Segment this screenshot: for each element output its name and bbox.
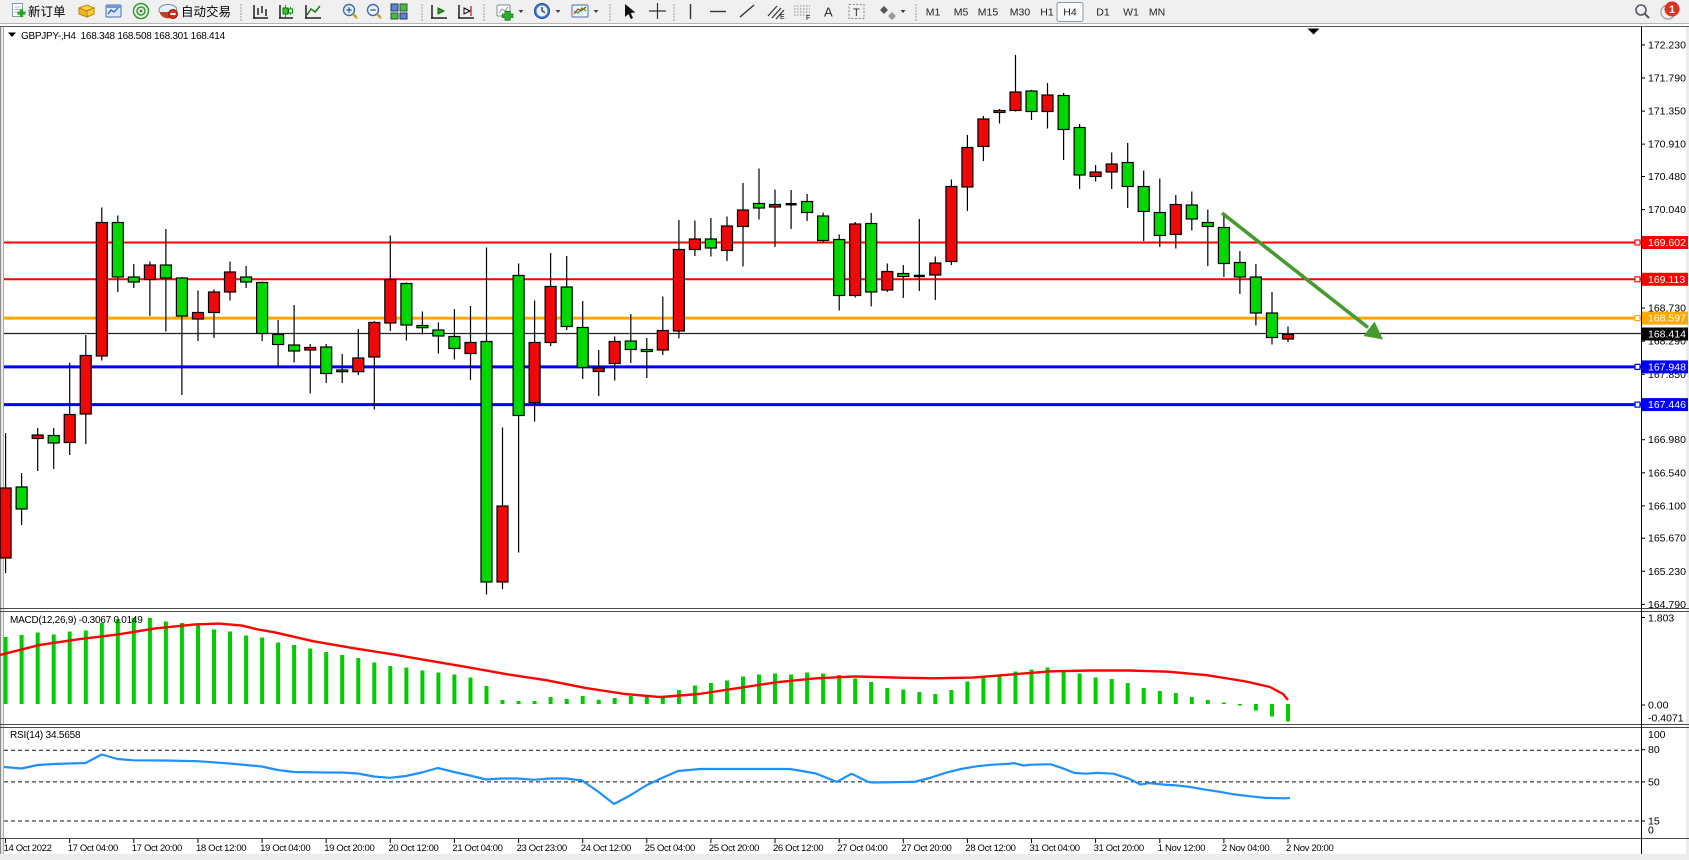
svg-text:23 Oct 23:00: 23 Oct 23:00 xyxy=(517,843,567,854)
svg-text:169.113: 169.113 xyxy=(1648,274,1685,286)
svg-text:17 Oct 04:00: 17 Oct 04:00 xyxy=(68,843,118,854)
svg-text:166.100: 166.100 xyxy=(1648,500,1686,512)
svg-text:1: 1 xyxy=(1669,4,1675,16)
svg-text:GBPJPY-,H4 168.348 168.508 16: GBPJPY-,H4 168.348 168.508 168.301 168.4… xyxy=(21,31,226,42)
svg-text:21 Oct 04:00: 21 Oct 04:00 xyxy=(452,843,502,854)
svg-text:H1: H1 xyxy=(1040,7,1054,19)
svg-text:F: F xyxy=(806,15,810,22)
svg-text:W1: W1 xyxy=(1123,7,1139,19)
svg-text:17 Oct 20:00: 17 Oct 20:00 xyxy=(132,843,182,854)
svg-text:A: A xyxy=(824,5,833,20)
svg-text:26 Oct 12:00: 26 Oct 12:00 xyxy=(773,843,823,854)
svg-text:168.414: 168.414 xyxy=(1648,329,1686,341)
svg-text:167.948: 167.948 xyxy=(1648,361,1686,373)
svg-text:D1: D1 xyxy=(1096,7,1110,19)
svg-text:15: 15 xyxy=(1648,816,1660,828)
svg-text:170.910: 170.910 xyxy=(1648,139,1686,151)
svg-text:1.803: 1.803 xyxy=(1648,613,1674,625)
svg-text:166.980: 166.980 xyxy=(1648,434,1686,446)
svg-text:27 Oct 20:00: 27 Oct 20:00 xyxy=(901,843,951,854)
svg-text:31 Oct 20:00: 31 Oct 20:00 xyxy=(1094,843,1144,854)
svg-text:170.040: 170.040 xyxy=(1648,204,1686,216)
svg-text:27 Oct 04:00: 27 Oct 04:00 xyxy=(837,843,887,854)
svg-text:自动交易: 自动交易 xyxy=(181,4,231,19)
svg-text:19 Oct 20:00: 19 Oct 20:00 xyxy=(324,843,374,854)
svg-text:50: 50 xyxy=(1648,776,1660,788)
svg-text:25 Oct 20:00: 25 Oct 20:00 xyxy=(709,843,759,854)
svg-text:MACD(12,26,9) -0.3067 0.0149: MACD(12,26,9) -0.3067 0.0149 xyxy=(10,615,143,626)
svg-text:25 Oct 04:00: 25 Oct 04:00 xyxy=(645,843,695,854)
svg-text:19 Oct 04:00: 19 Oct 04:00 xyxy=(260,843,310,854)
svg-text:M15: M15 xyxy=(978,7,999,19)
svg-text:172.230: 172.230 xyxy=(1648,39,1686,51)
svg-text:24 Oct 12:00: 24 Oct 12:00 xyxy=(581,843,631,854)
svg-text:T: T xyxy=(853,7,860,19)
svg-text:RSI(14) 34.5658: RSI(14) 34.5658 xyxy=(10,730,81,741)
svg-text:171.790: 171.790 xyxy=(1648,73,1686,85)
svg-text:MN: MN xyxy=(1149,7,1165,19)
svg-text:166.540: 166.540 xyxy=(1648,467,1686,479)
svg-text:20 Oct 12:00: 20 Oct 12:00 xyxy=(388,843,438,854)
svg-text:167.446: 167.446 xyxy=(1648,399,1686,411)
svg-text:164.790: 164.790 xyxy=(1648,599,1686,611)
svg-text:14 Oct 2022: 14 Oct 2022 xyxy=(4,843,52,854)
svg-text:80: 80 xyxy=(1648,744,1660,756)
svg-text:18 Oct 12:00: 18 Oct 12:00 xyxy=(196,843,246,854)
svg-text:H4: H4 xyxy=(1063,7,1077,19)
svg-text:M30: M30 xyxy=(1010,7,1031,19)
svg-text:2 Nov 20:00: 2 Nov 20:00 xyxy=(1286,843,1333,854)
svg-text:M1: M1 xyxy=(926,7,941,19)
svg-text:171.350: 171.350 xyxy=(1648,106,1686,118)
svg-text:0.00: 0.00 xyxy=(1648,700,1669,712)
svg-text:0: 0 xyxy=(1648,824,1654,836)
svg-text:165.670: 165.670 xyxy=(1648,533,1686,545)
svg-text:169.602: 169.602 xyxy=(1648,237,1686,249)
svg-text:168.597: 168.597 xyxy=(1648,313,1686,325)
svg-text:2 Nov 04:00: 2 Nov 04:00 xyxy=(1222,843,1269,854)
svg-text:-0.4071: -0.4071 xyxy=(1648,713,1684,725)
svg-text:新订单: 新订单 xyxy=(28,4,66,19)
svg-text:100: 100 xyxy=(1648,729,1666,741)
svg-text:170.480: 170.480 xyxy=(1648,171,1686,183)
svg-text:1 Nov 12:00: 1 Nov 12:00 xyxy=(1158,843,1205,854)
svg-text:28 Oct 12:00: 28 Oct 12:00 xyxy=(965,843,1015,854)
svg-text:165.230: 165.230 xyxy=(1648,566,1686,578)
svg-text:31 Oct 04:00: 31 Oct 04:00 xyxy=(1030,843,1080,854)
svg-text:M5: M5 xyxy=(954,7,969,19)
svg-text:E: E xyxy=(780,14,785,21)
